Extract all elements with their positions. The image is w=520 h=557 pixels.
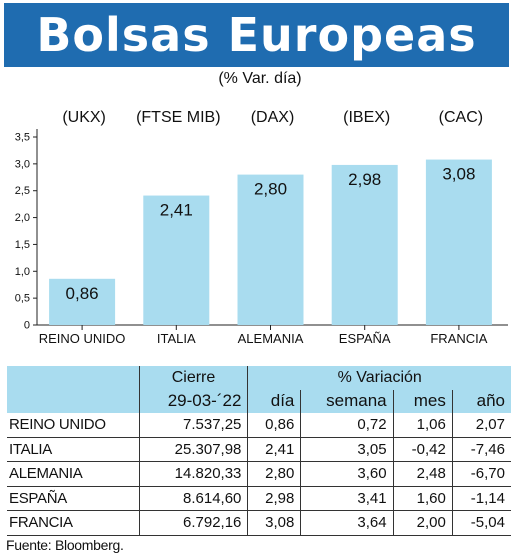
y-tick-label: 0,5 xyxy=(15,293,30,305)
table-group-header-row: Cierre % Variación xyxy=(7,366,511,390)
x-category-label: ITALIA xyxy=(157,331,196,346)
index-label: (IBEX) xyxy=(343,109,390,126)
y-tick-label: 3,0 xyxy=(15,158,30,170)
table-row: ALEMANIA 14.820,33 2,80 3,60 2,48 -6,70 xyxy=(7,461,511,487)
cell-cierre: 6.792,16 xyxy=(138,510,248,536)
bar-value-label: 2,41 xyxy=(160,201,193,220)
source-note: Fuente: Bloomberg. xyxy=(6,537,124,553)
bar xyxy=(331,164,398,325)
bar-value-label: 3,08 xyxy=(442,165,475,184)
index-label: (DAX) xyxy=(251,109,295,126)
x-category-label: ESPAÑA xyxy=(339,331,391,346)
index-label: (FTSE MIB) xyxy=(136,109,220,126)
header-date: 29-03-´22 xyxy=(138,389,248,413)
header-anio: año xyxy=(451,389,511,413)
chart-subtitle: (% Var. día) xyxy=(218,70,302,87)
bar xyxy=(237,174,304,325)
index-label: (CAC) xyxy=(439,109,483,126)
y-tick-label: 1,5 xyxy=(15,239,30,251)
cell-mes: 2,00 xyxy=(392,510,453,536)
cell-anio: -1,14 xyxy=(451,486,511,511)
cell-semana: 3,60 xyxy=(300,461,394,487)
cell-dia: 2,41 xyxy=(247,437,301,462)
bar xyxy=(143,195,210,325)
y-tick-label: 0 xyxy=(24,320,30,332)
x-category-label: REINO UNIDO xyxy=(39,331,126,346)
y-tick-label: 2,0 xyxy=(15,212,30,224)
cell-anio: -7,46 xyxy=(451,437,511,462)
header-semana: semana xyxy=(300,389,394,413)
cell-mes: 2,48 xyxy=(392,461,453,487)
cell-anio: 2,07 xyxy=(451,413,511,438)
bar-chart: 0 0,5 1,0 1,5 2,0 2,5 3,0 3,5 0,86 REINO UNIDO (UK… xyxy=(15,109,508,346)
chart-title: Bolsas Europeas xyxy=(36,8,477,62)
table-row: REINO UNIDO 7.537,25 0,86 0,72 1,06 2,07 xyxy=(7,413,511,438)
row-name: REINO UNIDO xyxy=(7,413,140,438)
cell-semana: 3,64 xyxy=(300,510,394,536)
bar xyxy=(425,159,492,325)
market-table: Cierre % Variación 29-03-´22 día semana … xyxy=(7,366,511,536)
bar-value-label: 2,98 xyxy=(348,170,381,189)
cell-anio: -6,70 xyxy=(451,461,511,487)
bar-value-label: 2,80 xyxy=(254,180,287,199)
header-cierre: Cierre xyxy=(138,366,248,390)
y-tick-label: 2,5 xyxy=(15,185,30,197)
x-category-label: ALEMANIA xyxy=(238,331,304,346)
title-banner: Bolsas Europeas xyxy=(4,3,509,67)
cell-dia: 2,80 xyxy=(247,461,301,487)
cell-cierre: 7.537,25 xyxy=(138,413,248,438)
index-label: (UKX) xyxy=(62,109,106,126)
cell-semana: 0,72 xyxy=(300,413,394,438)
bar-value-label: 0,86 xyxy=(66,284,99,303)
y-tick-label: 3,5 xyxy=(15,132,30,144)
header-dia: día xyxy=(247,389,301,413)
cell-cierre: 25.307,98 xyxy=(138,437,248,462)
cell-dia: 0,86 xyxy=(247,413,301,438)
cell-semana: 3,41 xyxy=(300,486,394,511)
row-name: FRANCIA xyxy=(7,510,140,536)
table-row: ESPAÑA 8.614,60 2,98 3,41 1,60 -1,14 xyxy=(7,486,511,511)
table-column-header-row: 29-03-´22 día semana mes año xyxy=(7,389,511,413)
cell-mes: 1,60 xyxy=(392,486,453,511)
row-name: ALEMANIA xyxy=(7,461,140,487)
row-name: ITALIA xyxy=(7,437,140,462)
cell-anio: -5,04 xyxy=(451,510,511,536)
x-category-label: FRANCIA xyxy=(430,331,487,346)
row-name: ESPAÑA xyxy=(7,486,140,511)
cell-cierre: 14.820,33 xyxy=(138,461,248,487)
header-mes: mes xyxy=(392,389,453,413)
cell-cierre: 8.614,60 xyxy=(138,486,248,511)
bar xyxy=(49,278,116,325)
cell-semana: 3,05 xyxy=(300,437,394,462)
table-row: FRANCIA 6.792,16 3,08 3,64 2,00 -5,04 xyxy=(7,510,511,536)
cell-dia: 3,08 xyxy=(247,510,301,536)
cell-mes: -0,42 xyxy=(392,437,453,462)
table-row: ITALIA 25.307,98 2,41 3,05 -0,42 -7,46 xyxy=(7,437,511,462)
header-variacion: % Variación xyxy=(247,366,511,390)
cell-dia: 2,98 xyxy=(247,486,301,511)
y-tick-label: 1,0 xyxy=(15,266,30,278)
cell-mes: 1,06 xyxy=(392,413,453,438)
